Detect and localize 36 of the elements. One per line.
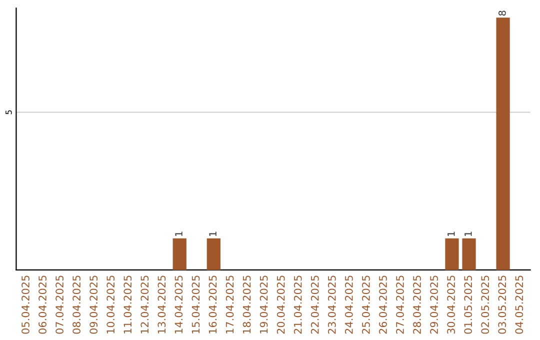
x-tick-label: 13.04.2025 [158, 276, 166, 334]
x-tick-label: 09.04.2025 [90, 276, 98, 334]
x-tick-label: 06.04.2025 [38, 276, 46, 334]
x-tick-label: 17.04.2025 [226, 276, 234, 334]
x-tick-label: 24.04.2025 [344, 276, 353, 334]
data-label: 1 [448, 232, 455, 236]
data-label: 1 [464, 232, 472, 236]
x-tick-label: 15.04.2025 [192, 276, 200, 334]
data-label: 1 [175, 232, 182, 236]
x-tick-label: 21.04.2025 [294, 276, 302, 334]
data-label: 8 [498, 10, 506, 16]
x-tick-label: 01.05.2025 [464, 276, 472, 334]
x-tick-label: 16.04.2025 [208, 276, 217, 334]
x-tick-label: 20.04.2025 [276, 276, 285, 334]
x-tick-label: 26.04.2025 [379, 276, 387, 334]
x-tick-label: 25.04.2025 [362, 276, 370, 334]
x-tick-label: 18.04.2025 [242, 276, 251, 334]
x-tick-label: 02.05.2025 [481, 276, 490, 334]
x-tick-label: 23.04.2025 [328, 276, 336, 334]
x-tick-label: 27.04.2025 [396, 276, 404, 334]
x-tick-label: 07.04.2025 [56, 276, 64, 334]
x-tick-label: 14.04.2025 [174, 276, 183, 334]
x-tick-label: 28.04.2025 [413, 276, 421, 334]
x-tick-label: 22.04.2025 [310, 276, 319, 334]
x-tick-label: 05.04.2025 [22, 276, 30, 334]
y-tick-label: 5 [6, 110, 12, 114]
data-label: 1 [209, 232, 216, 236]
x-tick-label: 12.04.2025 [140, 276, 149, 334]
x-tick-label: 29.04.2025 [430, 276, 438, 334]
x-tick-label: 30.04.2025 [447, 276, 455, 334]
x-tick-label: 11.04.2025 [124, 276, 132, 334]
x-tick-label: 04.05.2025 [515, 276, 524, 334]
x-tick-label: 03.05.2025 [498, 276, 506, 334]
x-tick-label: 10.04.2025 [106, 276, 115, 334]
x-tick-label: 19.04.2025 [260, 276, 268, 334]
x-tick-label: 08.04.2025 [72, 276, 81, 334]
